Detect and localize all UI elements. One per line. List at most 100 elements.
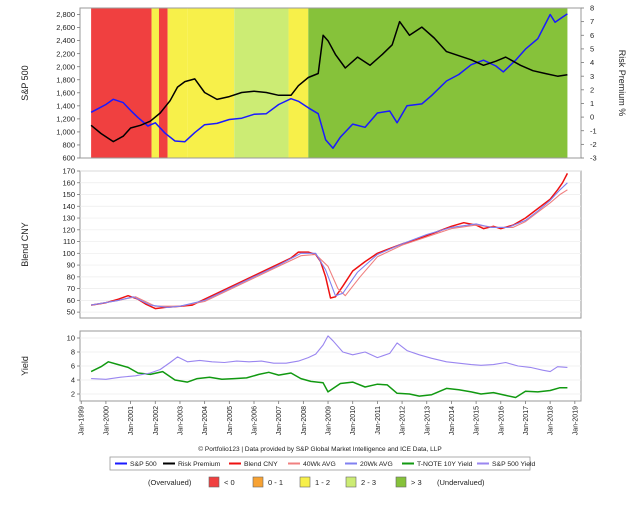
x-tick-label: Jan-2018 bbox=[548, 406, 555, 435]
y-tick-label: 110 bbox=[63, 237, 75, 246]
panel-blend-cny: 50 60 70 80 90 100 110 120 130 140 150 160 170 Blend … bbox=[20, 167, 582, 319]
panel-sp500-risk-premium: 600 800 1,000 1,200 1,400 1,600 1,800 2,000 2,20… bbox=[20, 4, 627, 163]
y-axis-label: S&P 500 bbox=[20, 65, 30, 100]
y2-tick-label: 3 bbox=[590, 72, 594, 81]
zone-legend-overvalued: (Overvalued) bbox=[148, 478, 192, 487]
x-tick-label: Jan-2011 bbox=[375, 406, 382, 435]
x-tick-label: Jan-2017 bbox=[523, 406, 530, 435]
y-tick-label: 80 bbox=[67, 272, 75, 281]
zone-label-0-1: 0 - 1 bbox=[268, 478, 283, 487]
x-tick-label: Jan-2006 bbox=[251, 406, 258, 435]
x-tick-label: Jan-2016 bbox=[498, 406, 505, 435]
y2-tick-label: -3 bbox=[590, 154, 597, 163]
x-tick-label: Jan-2012 bbox=[400, 406, 407, 435]
y-tick-label: 2,800 bbox=[56, 10, 75, 19]
zone-legend: (Overvalued) < 0 0 - 1 1 - 2 2 - 3 > 3 (Underv… bbox=[148, 476, 485, 488]
y-tick-label: 1,200 bbox=[56, 114, 75, 123]
x-tick-label: Jan-2015 bbox=[474, 406, 481, 435]
series-legend: S&P 500 Risk Premium Blend CNY 40Wk AVG 20Wk… bbox=[109, 456, 536, 471]
y-tick-label: 100 bbox=[62, 249, 75, 258]
zone-band-1-2-3 bbox=[167, 8, 188, 158]
legend-box bbox=[109, 456, 531, 471]
series-line-t-note-10y-yield bbox=[90, 361, 568, 399]
x-tick-label: Jan-2010 bbox=[350, 406, 357, 435]
x-tick-label: Jan-2007 bbox=[276, 406, 283, 435]
x-axis: Jan-1999 Jan-2000 Jan-2001 Jan-2002 Jan-2003… bbox=[79, 401, 579, 435]
legend-label-s-p-500-yield: S&P 500 Yield bbox=[492, 461, 536, 468]
y2-tick-label: 4 bbox=[590, 58, 594, 67]
panel-frame bbox=[79, 7, 582, 159]
zone-swatch-2-3 bbox=[345, 476, 357, 488]
legend-label-20wk-avg: 20Wk AVG bbox=[360, 461, 393, 468]
y-axis-label: Yield bbox=[20, 356, 30, 376]
y-tick-label: 60 bbox=[67, 296, 75, 305]
y-tick-label: 140 bbox=[62, 202, 75, 211]
y2-tick-label: -1 bbox=[590, 126, 597, 135]
x-tick-label: Jan-2000 bbox=[103, 406, 110, 435]
x-tick-label: Jan-1999 bbox=[79, 406, 86, 435]
x-tick-label: Jan-2009 bbox=[326, 406, 333, 435]
legend-label-40wk-avg: 40Wk AVG bbox=[303, 461, 336, 468]
y-tick-label: 2,000 bbox=[56, 62, 75, 71]
y2-tick-label: 0 bbox=[590, 113, 594, 122]
zone-band-0-2 bbox=[158, 8, 168, 158]
zone-band-1-2-1 bbox=[151, 8, 159, 158]
x-tick-label: Jan-2004 bbox=[202, 406, 209, 435]
series-line-risk-premium bbox=[90, 20, 568, 143]
zone-swatch-0-1 bbox=[252, 476, 264, 488]
zone-label-1-2: 1 - 2 bbox=[315, 478, 330, 487]
legend-label-t-note-10y-yield: T-NOTE 10Y Yield bbox=[417, 461, 473, 468]
x-tick-label: Jan-2019 bbox=[572, 406, 579, 435]
y-tick-label: 8 bbox=[71, 348, 75, 357]
series-line-s-p-500-yield bbox=[91, 335, 568, 380]
y2-tick-label: 7 bbox=[590, 17, 594, 26]
y-tick-label: 50 bbox=[67, 308, 75, 317]
y2-tick-label: 6 bbox=[590, 31, 594, 40]
y-tick-label: 6 bbox=[71, 362, 75, 371]
panel-yield: 2 4 6 8 10 Yield bbox=[20, 330, 582, 402]
y-tick-label: 1,400 bbox=[56, 101, 75, 110]
y-tick-label: 160 bbox=[62, 178, 75, 187]
y-axis-label: Blend CNY bbox=[20, 222, 30, 267]
legend-label-risk-premium: Risk Premium bbox=[178, 461, 221, 468]
legend-label-blend-cny: Blend CNY bbox=[244, 461, 278, 468]
x-tick-label: Jan-2003 bbox=[177, 406, 184, 435]
y-tick-label: 600 bbox=[62, 154, 75, 163]
y-tick-label: 120 bbox=[62, 225, 75, 234]
zone-swatch-3 bbox=[395, 476, 407, 488]
y-tick-label: 2,200 bbox=[56, 49, 75, 58]
legend-label-s-p-500: S&P 500 bbox=[130, 461, 157, 468]
zone-swatch-0 bbox=[208, 476, 220, 488]
series-line-20wk-avg bbox=[91, 182, 568, 308]
y-tick-label: 150 bbox=[62, 190, 75, 199]
zone-legend-undervalued: (Undervalued) bbox=[437, 478, 485, 487]
zone-band-2-3-5 bbox=[234, 8, 289, 158]
y-tick-label: 1,800 bbox=[56, 75, 75, 84]
y2-tick-label: 5 bbox=[590, 45, 594, 54]
zone-swatch-1-2 bbox=[299, 476, 311, 488]
y-tick-label: 2 bbox=[71, 390, 75, 399]
y2-tick-label: 1 bbox=[590, 99, 594, 108]
y-tick-label: 10 bbox=[67, 334, 75, 343]
zone-band-1-2-4 bbox=[187, 8, 235, 158]
x-tick-label: Jan-2014 bbox=[449, 406, 456, 435]
y-tick-label: 800 bbox=[62, 141, 75, 150]
y-tick-label: 1,000 bbox=[56, 128, 75, 137]
zone-band-1-2-6 bbox=[288, 8, 309, 158]
x-tick-label: Jan-2013 bbox=[424, 406, 431, 435]
x-tick-label: Jan-2008 bbox=[301, 406, 308, 435]
y-tick-label: 90 bbox=[67, 261, 75, 270]
y-tick-label: 170 bbox=[62, 167, 75, 176]
y2-axis-label: Risk Premium % bbox=[617, 50, 627, 117]
zone-label-2-3: 2 - 3 bbox=[361, 478, 376, 487]
y-tick-label: 70 bbox=[67, 284, 75, 293]
x-tick-label: Jan-2005 bbox=[227, 406, 234, 435]
zone-band-3-7 bbox=[308, 8, 568, 158]
series-line-s-p-500 bbox=[90, 13, 568, 149]
x-tick-label: Jan-2002 bbox=[153, 406, 160, 435]
y-tick-label: 130 bbox=[62, 214, 75, 223]
x-tick-label: Jan-2001 bbox=[128, 406, 135, 435]
y-tick-label: 4 bbox=[71, 376, 75, 385]
